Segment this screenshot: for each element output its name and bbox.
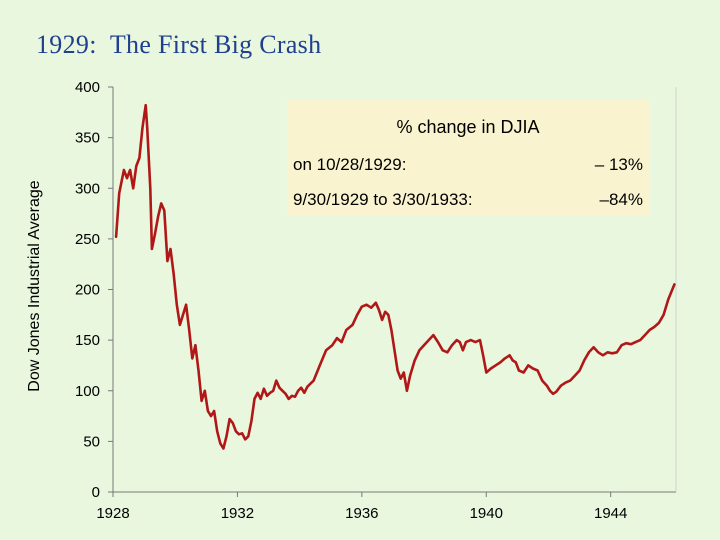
x-tick-label: 1932 <box>221 505 254 522</box>
annotation-row-1-value: – 13% <box>595 155 643 174</box>
y-tick-label: 150 <box>75 332 100 349</box>
y-tick-label: 300 <box>75 180 100 197</box>
y-tick-label: 250 <box>75 231 100 248</box>
annotation-title: % change in DJIA <box>396 117 539 137</box>
x-tick-label: 1928 <box>96 505 129 522</box>
x-tick-label: 1940 <box>470 505 503 522</box>
annotation-background <box>287 99 650 215</box>
annotation-row-2-value: –84% <box>600 190 643 209</box>
annotation-box: % change in DJIA on 10/28/1929: – 13% 9/… <box>287 99 650 215</box>
x-tick-label: 1936 <box>345 505 378 522</box>
x-tick-labels: 1928 1932 1936 1940 1944 <box>96 492 627 522</box>
y-axis-label: Dow Jones Industrial Average <box>26 180 43 391</box>
y-tick-label: 400 <box>75 79 100 96</box>
y-tick-label: 0 <box>92 484 100 501</box>
y-tick-label: 350 <box>75 130 100 147</box>
annotation-row-1-label: on 10/28/1929: <box>293 155 406 174</box>
y-tick-label: 50 <box>83 433 100 450</box>
x-tick-label: 1944 <box>594 505 627 522</box>
y-tick-label: 200 <box>75 282 100 299</box>
slide-title: 1929: The First Big Crash <box>36 30 322 59</box>
series-layer <box>114 103 676 450</box>
series-line-djia <box>114 103 676 450</box>
y-tick-labels: 0 50 100 150 200 250 300 350 400 <box>75 79 113 501</box>
annotation-row-2-label: 9/30/1929 to 3/30/1933: <box>293 190 473 209</box>
y-tick-label: 100 <box>75 383 100 400</box>
